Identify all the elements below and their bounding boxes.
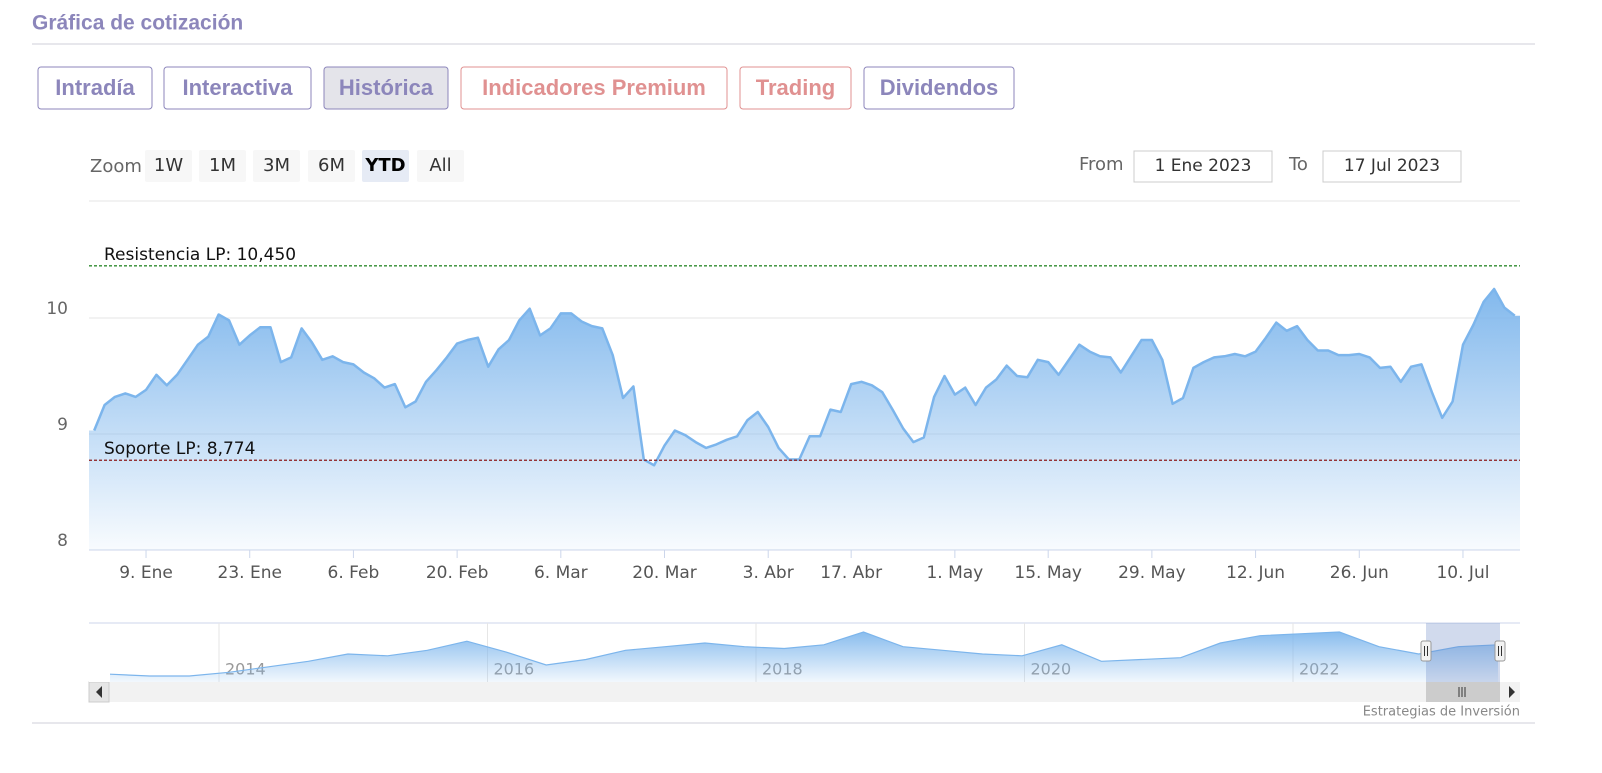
tab[interactable] (37, 66, 153, 110)
zoom-button[interactable] (308, 150, 355, 182)
handle-grip (1498, 646, 1502, 656)
x-tick-label: 1. May (926, 563, 983, 583)
y-tick-label: 10 (46, 299, 68, 319)
y-tick-label: 9 (57, 415, 68, 435)
plot-line-label: Soporte LP: 8,774 (104, 439, 255, 459)
tab-label[interactable]: Indicadores Premium (482, 75, 706, 100)
tab-label[interactable]: Histórica (339, 75, 434, 100)
x-tick-label: 23. Ene (218, 563, 282, 583)
zoom-button[interactable] (362, 150, 409, 182)
x-tick-label: 20. Mar (632, 563, 697, 583)
x-tick-label: 10. Jul (1436, 563, 1489, 583)
tab-label[interactable]: Interactiva (182, 75, 293, 100)
zoom-button-label[interactable]: 1W (154, 155, 183, 176)
from-label: From (1079, 154, 1124, 175)
x-tick-label: 17. Abr (820, 563, 882, 583)
tab-label[interactable]: Dividendos (880, 75, 999, 100)
tab[interactable] (460, 66, 728, 110)
zoom-button-label[interactable]: 6M (318, 155, 345, 176)
scroll-right-arrow (1509, 686, 1515, 698)
tab[interactable] (863, 66, 1015, 110)
zoom-button[interactable] (253, 150, 300, 182)
scrollbar-track[interactable] (89, 682, 1520, 702)
plot-line-label: Resistencia LP: 10,450 (104, 245, 296, 265)
to-value[interactable]: 17 Jul 2023 (1344, 156, 1440, 176)
navigator-handle[interactable] (1494, 640, 1506, 662)
x-tick-label: 15. May (1014, 563, 1082, 583)
x-tick-label: 6. Feb (328, 563, 380, 583)
y-tick-label: 8 (57, 531, 68, 551)
zoom-button[interactable] (145, 150, 192, 182)
zoom-button-label[interactable]: YTD (364, 155, 405, 176)
x-tick-label: 29. May (1118, 563, 1186, 583)
from-input[interactable] (1133, 150, 1273, 183)
navigator-selection[interactable] (1426, 623, 1500, 682)
tab-label[interactable]: Intradía (55, 75, 135, 100)
to-label: To (1288, 154, 1308, 175)
x-tick-label: 9. Ene (119, 563, 173, 583)
price-area (89, 289, 1520, 550)
scrollbar-thumb[interactable] (1426, 682, 1500, 702)
zoom-button-label[interactable]: All (429, 155, 451, 176)
tab[interactable] (739, 66, 852, 110)
x-tick-label: 12. Jun (1226, 563, 1285, 583)
page-title: Gráfica de cotización (32, 12, 243, 35)
zoom-button-label[interactable]: 3M (263, 155, 290, 176)
navigator-handle[interactable] (1420, 640, 1432, 662)
x-tick-label: 3. Abr (743, 563, 794, 583)
thumb-grip (1458, 687, 1466, 697)
to-input[interactable] (1322, 150, 1462, 183)
tab[interactable] (163, 66, 312, 110)
scroll-left-arrow (96, 686, 102, 698)
from-value[interactable]: 1 Ene 2023 (1155, 156, 1252, 176)
navigator-line (109, 631, 1499, 677)
tab-label[interactable]: Trading (756, 75, 835, 100)
zoom-button[interactable] (199, 150, 246, 182)
zoom-label: Zoom (90, 156, 142, 177)
price-line (93, 287, 1516, 467)
x-tick-label: 6. Mar (534, 563, 588, 583)
x-tick-label: 20. Feb (426, 563, 489, 583)
zoom-button-label[interactable]: 1M (209, 155, 236, 176)
handle-grip (1424, 646, 1428, 656)
tab[interactable] (323, 66, 449, 110)
navigator-area (110, 632, 1498, 682)
credit: Estrategias de Inversión (1363, 705, 1520, 720)
x-tick-label: 26. Jun (1330, 563, 1389, 583)
zoom-button[interactable] (417, 150, 464, 182)
